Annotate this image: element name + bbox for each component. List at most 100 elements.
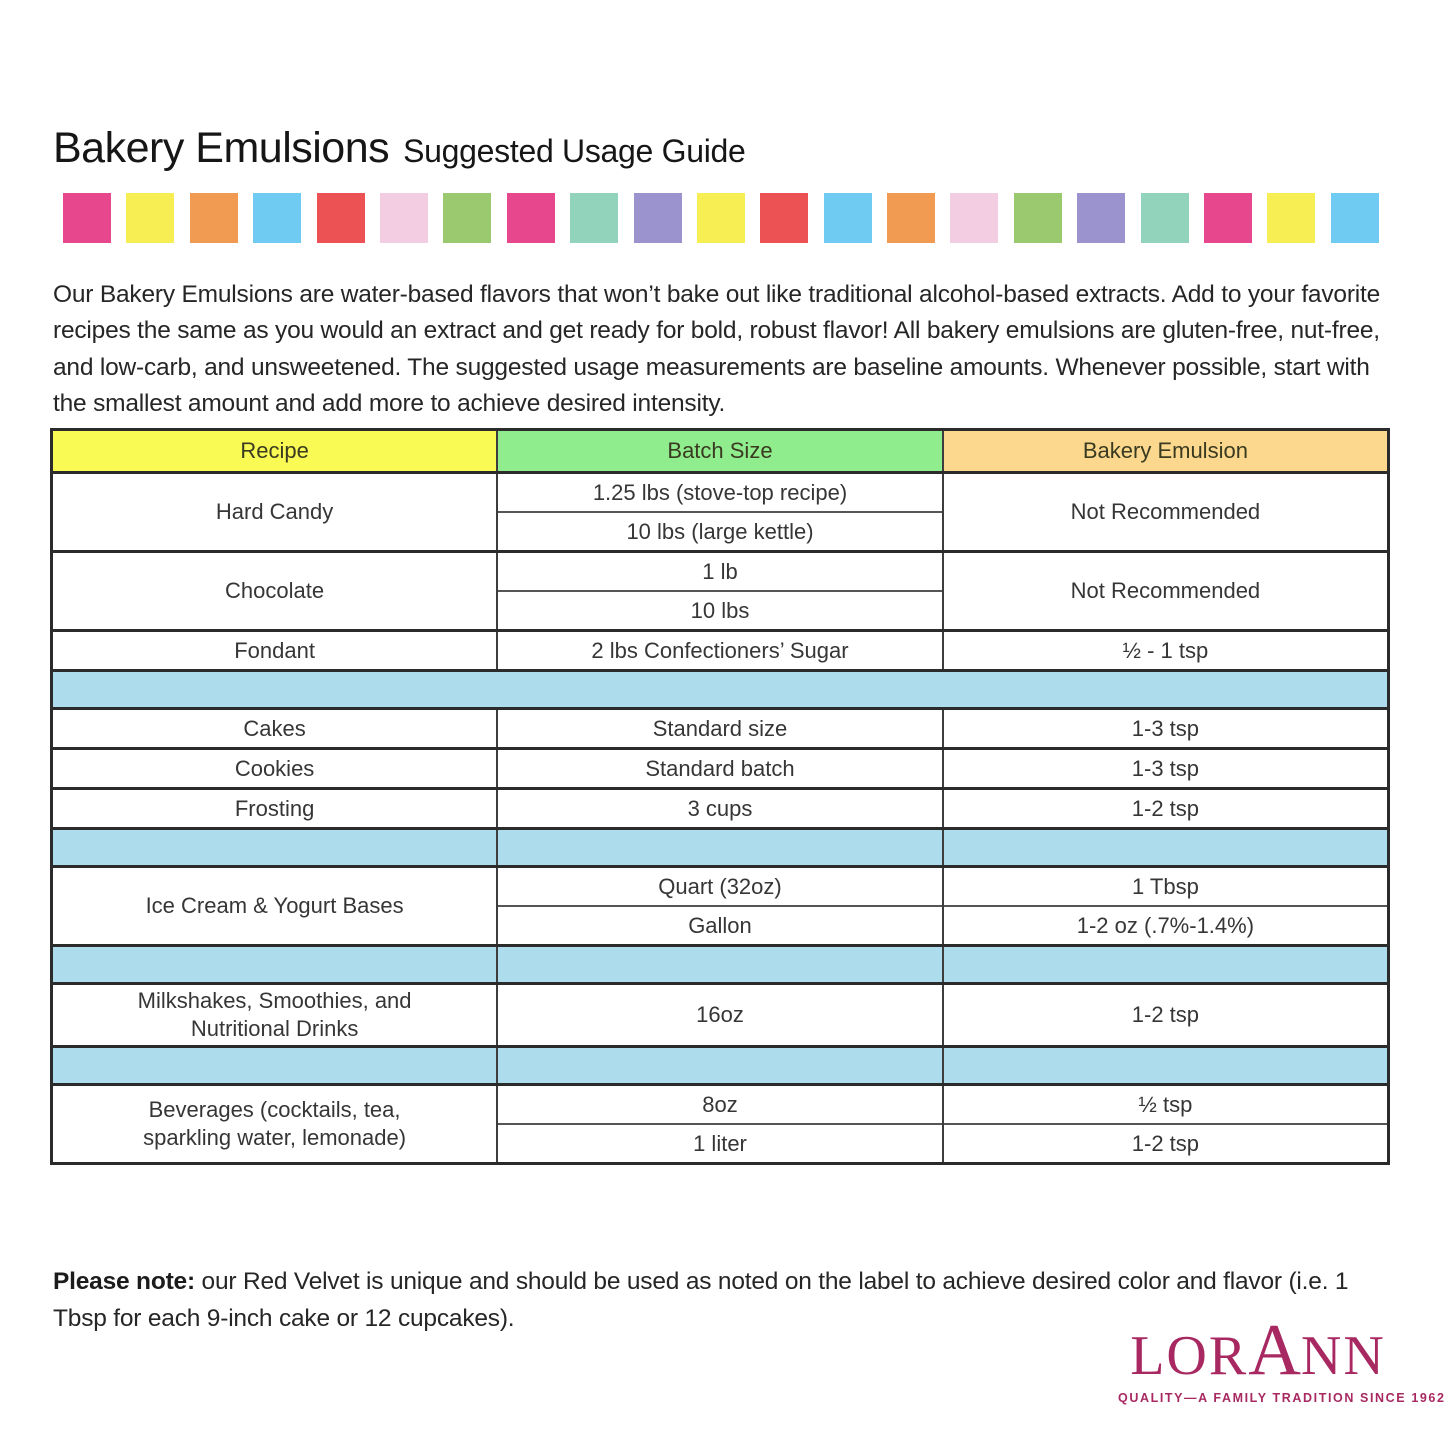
separator-cell	[941, 827, 1390, 868]
usage-table: Recipe Batch Size Bakery Emulsion Hard C…	[50, 428, 1390, 1165]
cell-ice-cream-batch-1: Quart (32oz)	[496, 866, 944, 906]
table-row-fondant: Fondant 2 lbs Confectioners’ Sugar ½ - 1…	[50, 629, 1390, 671]
table-row-hard-candy-2: 10 lbs (large kettle)	[52, 511, 1389, 552]
separator-row	[50, 669, 1390, 710]
separator-row	[50, 1045, 1390, 1086]
table-row-cookies: Cookies Standard batch 1-3 tsp	[50, 747, 1390, 789]
cell-fondant-batch: 2 lbs Confectioners’ Sugar	[496, 629, 944, 671]
separator-cell	[496, 944, 944, 985]
table-row-frosting: Frosting 3 cups 1-2 tsp	[50, 787, 1390, 829]
cell-beverages-emulsion-1: ½ tsp	[941, 1084, 1390, 1124]
wordmark-a: A	[1248, 1309, 1301, 1390]
header-cell-recipe: Recipe	[50, 429, 499, 474]
color-swatch	[633, 193, 682, 243]
cell-beverages-recipe-line2: sparkling water, lemonade)	[143, 1125, 407, 1150]
color-swatch	[760, 193, 809, 243]
cell-ice-cream-emulsion-1: 1 Tbsp	[941, 866, 1390, 906]
color-swatch	[1013, 193, 1062, 243]
cell-fondant-emulsion: ½ - 1 tsp	[941, 629, 1390, 671]
cell-fondant-recipe: Fondant	[50, 629, 499, 671]
table-row-chocolate-1: Chocolate 1 lb Not Recommended	[50, 550, 1390, 631]
cell-ice-cream-recipe: Ice Cream & Yogurt Bases	[50, 866, 499, 946]
cell-hard-candy-recipe: Hard Candy	[50, 472, 499, 552]
cell-frosting-batch: 3 cups	[496, 787, 944, 829]
cell-cakes-batch: Standard size	[496, 708, 944, 749]
cell-cookies-recipe: Cookies	[50, 747, 499, 789]
cell-milkshakes-recipe-line1: Milkshakes, Smoothies, and	[137, 988, 412, 1013]
page-title-sub: Suggested Usage Guide	[403, 133, 746, 169]
separator-cell	[941, 1045, 1390, 1086]
cell-milkshakes-recipe-line2: Nutritional Drinks	[190, 1016, 359, 1041]
cell-cakes-emulsion: 1-3 tsp	[941, 708, 1390, 749]
note-text: our Red Velvet is unique and should be u…	[53, 1267, 1349, 1332]
table-row-milkshakes: Milkshakes, Smoothies, and Nutritional D…	[50, 983, 1390, 1047]
color-swatch	[506, 193, 555, 243]
separator-cell	[50, 669, 1390, 710]
cell-ice-cream-emulsion-2: 1-2 oz (.7%-1.4%)	[941, 905, 1390, 946]
cell-cakes-recipe: Cakes	[50, 708, 499, 749]
color-strip	[63, 193, 1379, 243]
cell-beverages-emulsion-2: 1-2 tsp	[941, 1123, 1390, 1164]
page-title: Bakery Emulsions Suggested Usage Guide	[53, 124, 746, 173]
note-paragraph: Please note: our Red Velvet is unique an…	[53, 1263, 1387, 1337]
page-title-main: Bakery Emulsions	[53, 124, 390, 172]
separator-row	[50, 827, 1390, 868]
color-swatch	[189, 193, 238, 243]
cell-chocolate-emulsion: Not Recommended	[941, 550, 1390, 631]
separator-cell	[496, 1045, 944, 1086]
cell-chocolate-recipe: Chocolate	[50, 550, 499, 631]
separator-cell	[50, 944, 499, 985]
cell-hard-candy-batch-2: 10 lbs (large kettle)	[496, 511, 944, 552]
cell-milkshakes-batch: 16oz	[496, 983, 944, 1047]
wordmark-left: LOR	[1130, 1325, 1249, 1387]
separator-cell	[941, 944, 1390, 985]
separator-cell	[496, 827, 944, 868]
cell-milkshakes-recipe: Milkshakes, Smoothies, and Nutritional D…	[50, 983, 499, 1047]
table-row-beverages-1: Beverages (cocktails, tea, sparkling wat…	[50, 1084, 1390, 1164]
lorann-logo: LORANN QUALITY—A FAMILY TRADITION SINCE …	[1118, 1313, 1445, 1405]
color-swatch	[253, 193, 302, 243]
cell-frosting-recipe: Frosting	[50, 787, 499, 829]
cell-beverages-recipe: Beverages (cocktails, tea, sparkling wat…	[50, 1084, 499, 1164]
cell-beverages-batch-2: 1 liter	[496, 1123, 944, 1164]
color-swatch	[1077, 193, 1126, 243]
cell-ice-cream-batch-2: Gallon	[496, 905, 944, 946]
color-swatch	[316, 193, 365, 243]
cell-beverages-recipe-line1: Beverages (cocktails, tea,	[148, 1097, 401, 1122]
table-row-beverages-2: 1 liter 1-2 tsp	[52, 1123, 1390, 1164]
color-swatch	[570, 193, 619, 243]
color-swatch	[1267, 193, 1316, 243]
cell-cookies-batch: Standard batch	[496, 747, 944, 789]
lorann-tagline: QUALITY—A FAMILY TRADITION SINCE 1962	[1118, 1391, 1445, 1405]
separator-cell	[50, 827, 499, 868]
header-cell-bakery-emulsion: Bakery Emulsion	[941, 429, 1390, 474]
color-swatch	[443, 193, 492, 243]
table-row-hard-candy-1: Hard Candy 1.25 lbs (stove-top recipe) N…	[50, 472, 1390, 552]
lorann-wordmark: LORANN	[1118, 1313, 1398, 1388]
color-swatch	[950, 193, 999, 243]
separator-cell	[50, 1045, 499, 1086]
cell-chocolate-batch-1: 1 lb	[496, 550, 944, 591]
table-row-chocolate-2: 10 lbs	[52, 590, 1389, 631]
cell-hard-candy-batch-1: 1.25 lbs (stove-top recipe)	[496, 472, 944, 512]
color-swatch	[126, 193, 175, 243]
color-swatch	[1330, 193, 1379, 243]
color-swatch	[1140, 193, 1189, 243]
cell-beverages-batch-1: 8oz	[496, 1084, 944, 1124]
color-swatch	[63, 193, 111, 243]
wordmark-right: NN	[1300, 1325, 1386, 1387]
cell-cookies-emulsion: 1-3 tsp	[941, 747, 1390, 789]
color-swatch	[1204, 193, 1253, 243]
cell-chocolate-batch-2: 10 lbs	[496, 590, 944, 631]
table-row-ice-cream-2: Gallon 1-2 oz (.7%-1.4%)	[52, 905, 1390, 946]
cell-hard-candy-emulsion: Not Recommended	[941, 472, 1390, 552]
table-header-row: Recipe Batch Size Bakery Emulsion	[50, 429, 1390, 474]
header-cell-batch-size: Batch Size	[496, 429, 944, 474]
color-swatch	[887, 193, 936, 243]
color-swatch	[823, 193, 872, 243]
cell-milkshakes-emulsion: 1-2 tsp	[941, 983, 1390, 1047]
table-row-cakes: Cakes Standard size 1-3 tsp	[50, 708, 1390, 749]
note-label: Please note:	[53, 1267, 195, 1295]
table-row-ice-cream-1: Ice Cream & Yogurt Bases Quart (32oz) 1 …	[50, 866, 1390, 946]
color-swatch	[696, 193, 745, 243]
